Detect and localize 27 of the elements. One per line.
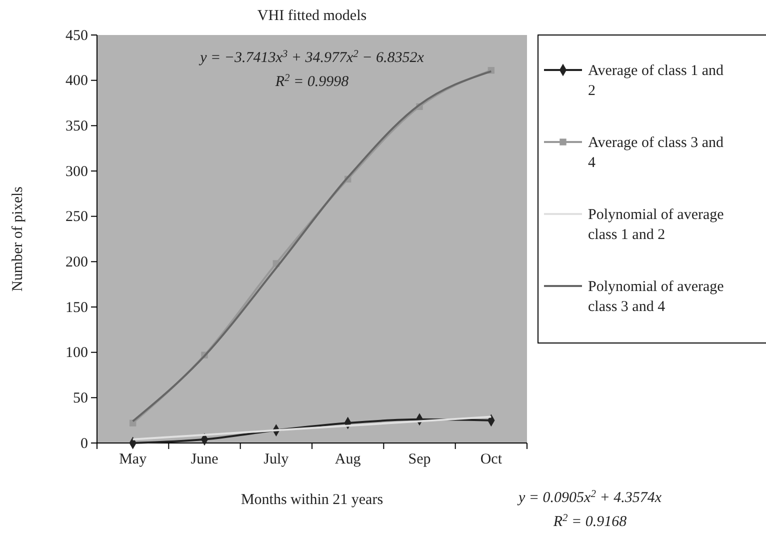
legend-label: Polynomial of average class 3 and 4 [588, 279, 724, 315]
x-tick-label: May [119, 452, 148, 468]
y-tick-label: 400 [66, 73, 88, 90]
annotation: y = −3.7413x$^{3}$ + 34.977x$^{2}$ − 6.8352x [198, 48, 424, 66]
y-tick-label: 150 [66, 300, 88, 316]
legend-label: Average of class 1 and 2 [588, 63, 724, 99]
x-tick-label: July [264, 452, 290, 468]
y-tick-label: 0 [80, 436, 88, 452]
x-axis-title: Months within 21 years [240, 492, 384, 508]
y-tick-label: 350 [66, 118, 88, 134]
y-tick-label: 100 [66, 345, 88, 362]
y-axis-title: Number of pixels [10, 186, 26, 292]
y-tick-label: 250 [66, 209, 88, 226]
legend-label: Average of class 3 and 4 [588, 135, 724, 171]
text: y = 0.0905x$^{2}$ + 4.3574x [516, 488, 662, 506]
y-tick-label: 50 [73, 390, 88, 406]
chart-title: VHI fitted models [257, 8, 367, 24]
x-tick-label: Sep [408, 452, 431, 468]
legend-label: Polynomial of average class 1 and 2 [588, 207, 724, 243]
annotation: R$^{2}$ = 0.9998 [274, 72, 350, 90]
y-tick-label: 200 [66, 254, 88, 270]
y-tick-label: 450 [66, 28, 88, 44]
text: R$^{2}$ = 0.9168 [552, 512, 628, 530]
x-tick-label: Oct [480, 452, 503, 468]
y-tick-label: 300 [66, 164, 88, 180]
x-tick-label: Aug [334, 452, 362, 468]
x-tick-label: June [190, 452, 219, 468]
